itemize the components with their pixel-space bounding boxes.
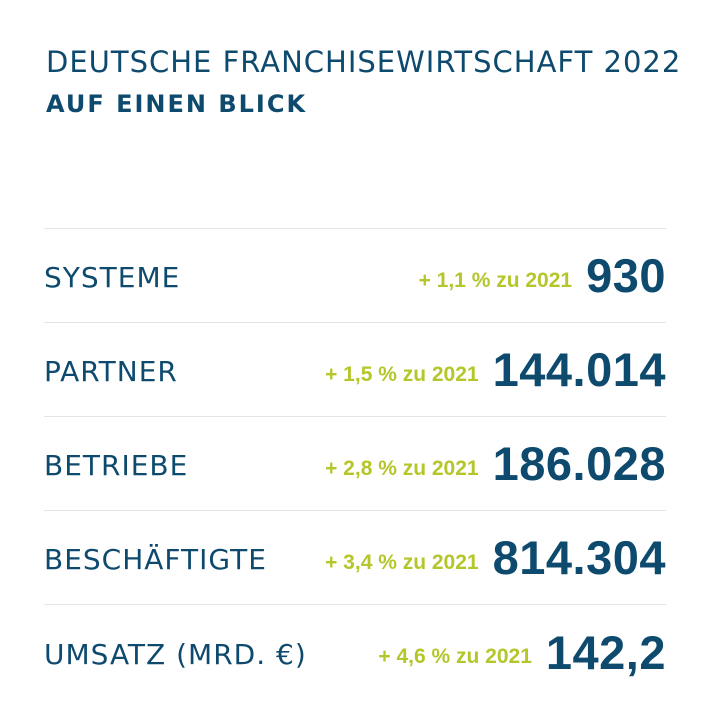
stat-value: 144.014 (492, 343, 666, 396)
stat-value: 186.028 (492, 437, 666, 490)
header: DEUTSCHE FRANCHISEWIRTSCHAFT 2022 AUF EI… (46, 40, 682, 124)
stat-change: + 4,6 % zu 2021 (378, 645, 532, 668)
stat-label: SYSTEME (44, 261, 181, 294)
stat-row-beschaeftigte: BESCHÄFTIGTE + 3,4 % zu 2021 814.304 (44, 511, 666, 605)
stat-row-betriebe: BETRIEBE + 2,8 % zu 2021 186.028 (44, 417, 666, 511)
stat-value: 814.304 (492, 531, 666, 584)
stat-change: + 1,1 % zu 2021 (418, 268, 573, 292)
stat-label: PARTNER (44, 355, 178, 388)
page-title: DEUTSCHE FRANCHISEWIRTSCHAFT 2022 (46, 45, 682, 79)
stat-row-partner: PARTNER + 1,5 % zu 2021 144.014 (44, 323, 666, 417)
stat-value: 930 (586, 249, 666, 302)
stat-change: + 2,8 % zu 2021 (325, 456, 479, 480)
stats-list: SYSTEME + 1,1 % zu 2021 930 PARTNER + 1,… (44, 228, 666, 699)
stat-value: 142,2 (545, 625, 666, 679)
page-subtitle: AUF EINEN BLICK (46, 90, 308, 118)
stat-label: UMSATZ (MRD. €) (44, 637, 307, 671)
stat-row-umsatz: UMSATZ (MRD. €) + 4,6 % zu 2021 142,2 (44, 605, 666, 699)
stat-label: BESCHÄFTIGTE (44, 543, 267, 576)
stat-change: + 1,5 % zu 2021 (325, 362, 479, 386)
stat-label: BETRIEBE (44, 449, 189, 482)
stat-row-systeme: SYSTEME + 1,1 % zu 2021 930 (44, 229, 666, 323)
stat-change: + 3,4 % zu 2021 (325, 550, 479, 574)
